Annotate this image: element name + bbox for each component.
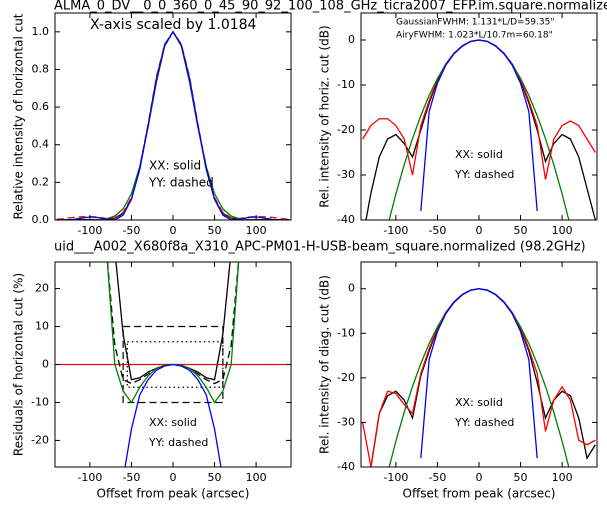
x-tick-label: 0: [476, 471, 483, 484]
y-tick-label: 10: [35, 320, 49, 333]
annotation: XX: solid: [149, 159, 201, 173]
x-tick-label: -100: [383, 224, 408, 237]
series-line: [56, 30, 290, 220]
x-tick-label: 50: [208, 224, 222, 237]
series-line: [106, 262, 240, 385]
x-tick-label: -50: [122, 224, 140, 237]
y-tick-label: -10: [337, 78, 355, 91]
y-tick-label: 0: [42, 358, 49, 371]
y-axis-label: Relative intensity of horizontal cut: [12, 13, 26, 219]
plot-area: [56, 262, 290, 467]
x-tick-label: -100: [383, 471, 408, 484]
x-tick-label: 100: [552, 471, 573, 484]
y-tick-label: 0.2: [32, 175, 50, 188]
figure-title: ALMA_0_DV__0_0_360_0_45_90_92_100_108_GH…: [54, 0, 607, 14]
figure-subtitle: uid___A002_X680f8a_X310_APC-PM01-H-USB-b…: [54, 240, 586, 255]
x-tick-label: 100: [246, 471, 267, 484]
x-tick-label: -100: [77, 224, 102, 237]
x-tick-label: 100: [246, 224, 267, 237]
y-tick-label: 0.4: [32, 138, 50, 151]
y-tick-label: -30: [337, 415, 355, 428]
x-axis-label: Offset from peak (arcsec): [403, 487, 556, 501]
annotation: AiryFWHM: 1.023*L/10.7m=60.18": [396, 31, 553, 41]
axes-frame: [54, 12, 292, 221]
annotation: YY: dashed: [454, 168, 514, 181]
x-tick-label: 50: [514, 224, 528, 237]
annotation: XX: solid: [149, 416, 197, 429]
y-tick-label: -40: [337, 213, 355, 226]
annotation: GaussianFWHM: 1.131*L/D=59.35": [396, 18, 554, 28]
annotation: YY: dashed: [454, 416, 514, 429]
y-tick-label: 1.0: [32, 25, 50, 38]
x-tick-label: 0: [476, 224, 483, 237]
x-tick-label: -50: [428, 471, 446, 484]
x-tick-label: 0: [170, 224, 177, 237]
y-tick-label: -10: [31, 395, 49, 408]
y-tick-label: -40: [337, 460, 355, 473]
y-tick-label: -30: [337, 168, 355, 181]
y-tick-label: -20: [337, 123, 355, 136]
axes-frame: [54, 261, 292, 468]
y-tick-label: -10: [337, 326, 355, 339]
y-axis-label: Residuals of horizontal cut (%): [12, 273, 26, 456]
y-axis-label: Rel. intensity of horiz. cut (dB): [318, 25, 332, 207]
axes-frame: [360, 261, 598, 468]
x-tick-label: 50: [208, 471, 222, 484]
y-tick-label: 0.6: [32, 100, 50, 113]
y-tick-label: -20: [31, 433, 49, 446]
x-tick-label: -50: [122, 471, 140, 484]
x-tick-label: -100: [77, 471, 102, 484]
y-tick-label: 0: [348, 33, 355, 46]
y-tick-label: 20: [35, 282, 49, 295]
x-tick-label: 50: [514, 471, 528, 484]
x-tick-label: 0: [170, 471, 177, 484]
series-line: [420, 39, 538, 212]
series-line: [420, 288, 538, 459]
y-tick-label: 0.8: [32, 62, 50, 75]
x-tick-label: -50: [428, 224, 446, 237]
annotation: XX: solid: [455, 148, 503, 161]
y-tick-label: -20: [337, 371, 355, 384]
y-axis-label: Rel. intensity of diag. cut (dB): [318, 275, 332, 454]
annotation: X-axis scaled by 1.0184: [90, 17, 257, 33]
annotation: YY: dashed: [148, 176, 214, 190]
series-line: [124, 363, 222, 467]
annotation: XX: solid: [455, 396, 503, 409]
y-tick-label: 0.0: [32, 213, 50, 226]
annotation: YY: dashed: [148, 436, 208, 449]
plot-area: [362, 288, 596, 467]
x-tick-label: 100: [552, 224, 573, 237]
x-axis-label: Offset from peak (arcsec): [97, 487, 250, 501]
plot-area: [362, 39, 596, 220]
y-tick-label: 0: [348, 282, 355, 295]
axes-frame: [360, 12, 598, 221]
